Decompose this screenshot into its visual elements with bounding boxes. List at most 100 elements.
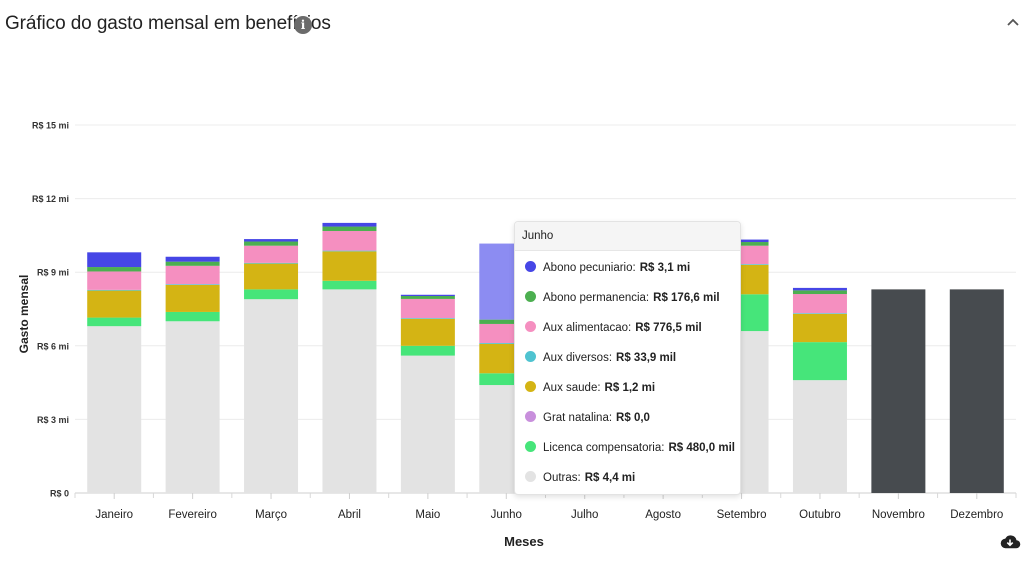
bar-segment[interactable] — [322, 250, 377, 252]
bar-segment[interactable] — [165, 256, 220, 262]
bar-segment[interactable] — [165, 284, 220, 312]
legend-dot-icon — [525, 321, 536, 332]
tooltip-label: Aux saude: — [543, 382, 601, 394]
tooltip-row: Grat natalina: R$ 0,0 — [525, 410, 650, 426]
bar-segment[interactable] — [400, 295, 455, 299]
bar-segment[interactable] — [165, 284, 220, 285]
bar-segment[interactable] — [479, 373, 534, 386]
tooltip-label: Grat natalina: — [543, 412, 613, 424]
bar-segment[interactable] — [322, 289, 377, 493]
bar-segment[interactable] — [400, 355, 455, 493]
bar-segment[interactable] — [322, 280, 377, 290]
tooltip-row: Outras: R$ 4,4 mi — [525, 470, 635, 486]
bar-segment[interactable] — [87, 267, 142, 272]
bar-segment[interactable] — [165, 265, 220, 285]
chart-header: Gráfico do gasto mensal em benefícios i — [0, 0, 1024, 48]
bar-segment[interactable] — [87, 290, 142, 318]
bar-group-março[interactable] — [244, 239, 299, 493]
legend-dot-icon — [525, 441, 536, 452]
bar-segment[interactable] — [871, 289, 926, 493]
bar-segment[interactable] — [949, 289, 1004, 493]
tooltip-row: Aux alimentacao: R$ 776,5 mil — [525, 320, 702, 336]
bar-segment[interactable] — [322, 230, 377, 251]
legend-dot-icon — [525, 471, 536, 482]
y-tick-label: R$ 3 mi — [37, 415, 69, 425]
tooltip-value: R$ 1,2 mi — [604, 382, 656, 394]
bar-segment[interactable] — [792, 313, 847, 314]
bar-segment[interactable] — [792, 342, 847, 381]
bar-segment[interactable] — [400, 345, 455, 356]
bar-group-maio[interactable] — [400, 294, 455, 493]
bar-segment[interactable] — [479, 319, 534, 324]
y-tick-label: R$ 9 mi — [37, 268, 69, 278]
bar-segment[interactable] — [400, 294, 455, 296]
chevron-up-icon[interactable] — [1005, 14, 1021, 30]
bar-segment[interactable] — [322, 251, 377, 281]
bar-segment[interactable] — [87, 271, 142, 290]
tooltip-value: R$ 3,1 mi — [639, 262, 691, 274]
stacked-bar-chart: R$ 0 R$ 3 mi R$ 6 mi R$ 9 mi R$ 12 mi R$ 15 m… — [17, 121, 1017, 549]
bar-segment[interactable] — [244, 289, 299, 300]
bar-segment[interactable] — [87, 289, 142, 291]
x-tick-label: Outubro — [799, 509, 841, 521]
bar-segment[interactable] — [244, 299, 299, 493]
tooltip-row: Licenca compensatoria: R$ 480,0 mil — [525, 440, 735, 456]
bar-segment[interactable] — [244, 263, 299, 290]
x-tick-label: Abril — [338, 509, 361, 521]
bar-segment[interactable] — [87, 326, 142, 493]
bar-group-dezembro[interactable] — [949, 289, 1004, 493]
bar-segment[interactable] — [165, 311, 220, 322]
bar-segment[interactable] — [792, 294, 847, 314]
legend-dot-icon — [525, 411, 536, 422]
tooltip-title: Junho — [515, 222, 740, 251]
info-icon[interactable]: i — [294, 16, 312, 34]
bar-segment[interactable] — [714, 264, 769, 265]
bar-group-outubro[interactable] — [792, 287, 847, 493]
x-tick-label: Agosto — [645, 509, 681, 521]
y-tick-label: R$ 12 mi — [32, 194, 69, 204]
bar-group-novembro[interactable] — [871, 289, 926, 493]
bar-segment[interactable] — [165, 321, 220, 493]
tooltip-value: R$ 0,0 — [616, 412, 650, 424]
bar-segment[interactable] — [244, 241, 299, 246]
x-tick-label: Maio — [415, 509, 440, 521]
bar-group-abril[interactable] — [322, 222, 377, 493]
legend-dot-icon — [525, 291, 536, 302]
bar-segment[interactable] — [792, 380, 847, 493]
tooltip-label: Licenca compensatoria: — [543, 442, 665, 454]
bar-segment[interactable] — [322, 222, 377, 227]
bar-segment[interactable] — [165, 261, 220, 266]
x-tick-label: Julho — [571, 509, 599, 521]
tooltip-row: Abono permanencia: R$ 176,6 mil — [525, 290, 720, 306]
tooltip-row: Aux diversos: R$ 33,9 mil — [525, 350, 676, 366]
bar-segment[interactable] — [792, 287, 847, 291]
bar-group-janeiro[interactable] — [87, 252, 142, 493]
bar-segment[interactable] — [792, 290, 847, 295]
x-tick-label: Junho — [491, 509, 522, 521]
bar-segment[interactable] — [322, 226, 377, 231]
tooltip-label: Outras: — [543, 472, 581, 484]
cloud-download-icon[interactable] — [999, 533, 1021, 551]
chart-tooltip: Junho Abono pecuniario: R$ 3,1 mi Abono pe… — [514, 221, 741, 495]
tooltip-value: R$ 33,9 mil — [616, 352, 677, 364]
bar-segment[interactable] — [244, 239, 299, 242]
x-tick-label: Março — [255, 509, 287, 521]
bar-segment[interactable] — [400, 298, 455, 319]
bar-segment[interactable] — [87, 317, 142, 327]
bar-segment[interactable] — [479, 343, 534, 344]
bar-segment[interactable] — [792, 313, 847, 343]
tooltip-label: Abono pecuniario: — [543, 262, 636, 274]
bar-segment[interactable] — [400, 318, 455, 319]
tooltip-value: R$ 480,0 mil — [668, 442, 735, 454]
bar-group-fevereiro[interactable] — [165, 256, 220, 493]
bar-segment[interactable] — [87, 252, 142, 268]
bar-segment[interactable] — [400, 318, 455, 346]
tooltip-row: Abono pecuniario: R$ 3,1 mi — [525, 260, 690, 276]
y-tick-label: R$ 6 mi — [37, 341, 69, 351]
bar-segment[interactable] — [244, 262, 299, 264]
tooltip-label: Abono permanencia: — [543, 292, 650, 304]
x-tick-label: Dezembro — [950, 509, 1003, 521]
bar-segment[interactable] — [244, 245, 299, 263]
bar-segment[interactable] — [714, 239, 769, 243]
bar-segment[interactable] — [714, 242, 769, 246]
